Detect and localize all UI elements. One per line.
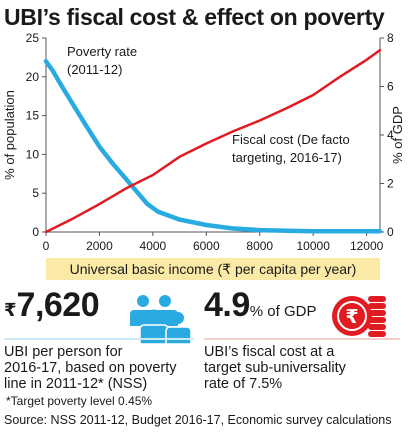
source-note: Source: NSS 2011-12, Budget 2016-17, Eco… (4, 413, 392, 427)
kpi-right-divider (204, 338, 400, 340)
y-left-tick-label: 0 (32, 225, 39, 239)
kpi-right-value: 4.9 (204, 286, 250, 324)
people-group-icon (130, 295, 192, 344)
y-left-tick-label: 15 (26, 109, 40, 123)
chart-title: UBI’s fiscal cost & effect on poverty (4, 4, 385, 30)
x-tick-label: 8000 (246, 239, 273, 253)
kpi-left: ₹7,620 (4, 286, 100, 325)
kpi-left-footnote: *Target poverty level 0.45% (6, 394, 153, 408)
y-right-tick-label: 4 (387, 128, 394, 142)
rupee-symbol: ₹ (4, 300, 17, 320)
y-right-tick-label: 6 (387, 80, 394, 94)
x-tick-label: 10000 (297, 239, 331, 253)
y-left-tick-label: 5 (32, 186, 39, 200)
x-axis-label: Universal basic income (₹ per capita per… (46, 258, 380, 280)
kpi-right: 4.9% of GDP (204, 286, 316, 325)
kpi-right-description: UBI’s fiscal cost at a target sub-univer… (204, 344, 346, 392)
kpi-left-desc-line: line in 2011-12* (NSS) (4, 376, 148, 392)
y-right-tick-label: 0 (387, 225, 394, 239)
y-right-tick-label: 8 (387, 32, 394, 45)
kpi-left-desc-line: 2016-17, based on poverty (4, 360, 177, 376)
y-left-tick-label: 20 (26, 70, 40, 84)
y-left-tick-label: 25 (26, 32, 40, 45)
kpi-left-description: UBI per person for 2016-17, based on pov… (4, 344, 177, 392)
kpi-right-unit: % of GDP (249, 303, 317, 320)
kpi-right-desc-line: rate of 7.5% (204, 376, 283, 392)
y-axis-left-title: % of population (2, 90, 17, 180)
kpi-left-value: 7,620 (16, 286, 100, 324)
x-tick-label: 6000 (193, 239, 220, 253)
rupee-coin-stack-icon: ₹ (332, 296, 386, 337)
kpi-left-divider (4, 338, 194, 340)
x-tick-label: 12000 (350, 239, 384, 253)
kpi-right-desc-line: UBI’s fiscal cost at a (204, 344, 335, 360)
series-line-poverty-rate (43, 59, 383, 234)
series-label-fiscal-cost: Fiscal cost (De facto targeting, 2016-17) (232, 132, 350, 165)
x-tick-label: 0 (43, 239, 50, 253)
kpi-left-desc-line: UBI per person for (4, 344, 123, 360)
x-tick-label: 2000 (86, 239, 113, 253)
y-right-tick-label: 2 (387, 177, 394, 191)
kpi-right-desc-line: target sub-universality (204, 360, 346, 376)
series-label-poverty-rate: Poverty rate (2011-12) (67, 44, 137, 77)
series-line-fiscal-cost (44, 48, 382, 234)
y-axis-right-title: % of GDP (390, 106, 405, 164)
svg-text:₹: ₹ (345, 306, 358, 328)
y-left-tick-label: 10 (26, 147, 40, 161)
dual-axis-line-chart: 0 5 10 15 20 25 0 2 4 6 8 0 2000 4000 6000 8000 10000 120… (2, 32, 405, 253)
x-tick-label: 4000 (140, 239, 167, 253)
